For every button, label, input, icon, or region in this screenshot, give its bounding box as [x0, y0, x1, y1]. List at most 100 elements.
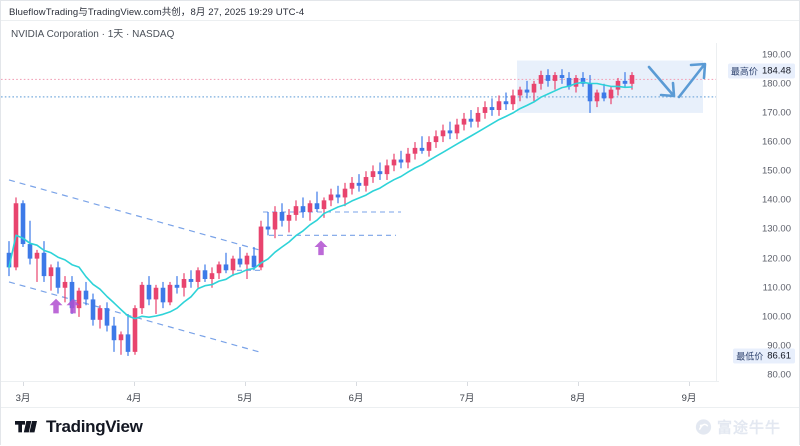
candle-body	[300, 206, 306, 212]
candle-body	[83, 290, 89, 300]
candle-body	[55, 267, 61, 288]
candle-body	[69, 281, 75, 309]
candle-body	[412, 147, 418, 154]
time-tick-mark	[134, 382, 135, 386]
candle-body	[20, 203, 26, 245]
candle-body	[608, 89, 614, 99]
candle-body	[90, 299, 96, 320]
candle-body	[517, 89, 523, 96]
candle-body	[279, 212, 285, 221]
candle-body	[601, 92, 607, 99]
time-tick: 8月	[570, 393, 586, 404]
candle-body	[286, 214, 292, 221]
chart-plot-area[interactable]	[1, 43, 719, 381]
time-tick-mark	[23, 382, 24, 386]
price-tick: 150.00	[761, 165, 791, 177]
candle-body	[188, 279, 194, 282]
price-tick: 130.00	[761, 223, 791, 235]
tradingview-logo-text: TradingView	[46, 417, 143, 436]
candle-body	[76, 290, 82, 309]
candle-body	[104, 308, 110, 326]
attribution-bar: BlueflowTrading与TradingView.com共创，8月 27,…	[1, 1, 799, 21]
candle-body	[314, 203, 320, 210]
futu-watermark: 富途牛牛	[695, 417, 781, 438]
price-axis[interactable]: 190.00 180.00 170.00 160.00 150.00 140.00 130.…	[716, 43, 799, 381]
candle-body	[629, 75, 635, 84]
forecast-arrows	[647, 62, 707, 99]
price-tick: 190.00	[761, 49, 791, 61]
price-tick: 140.00	[761, 194, 791, 206]
candle-body	[34, 252, 40, 259]
candle-body	[27, 244, 33, 259]
candle-body	[342, 188, 348, 198]
candle-body	[223, 264, 229, 271]
time-tick-mark	[356, 382, 357, 386]
candle-body	[6, 252, 12, 268]
futu-watermark-text: 富途牛牛	[716, 419, 781, 437]
time-tick-mark	[578, 382, 579, 386]
candle-body	[538, 75, 544, 84]
time-tick-mark	[245, 382, 246, 386]
price-badge-high[interactable]: 最高价 184.48	[727, 63, 795, 79]
candle-body	[62, 281, 68, 288]
buy-marker-2[interactable]	[66, 298, 80, 314]
up-arrow-shaft	[677, 63, 706, 99]
time-tick: 6月	[348, 393, 364, 404]
time-axis[interactable]: 3月 4月 5月 6月 7月 8月 9月	[1, 381, 719, 408]
up-arrow-head	[689, 62, 707, 80]
candle-body	[433, 136, 439, 143]
candle-body	[195, 270, 201, 282]
candle-body	[384, 165, 390, 175]
candle-body	[216, 264, 222, 274]
buy-marker-3[interactable]	[314, 240, 328, 256]
candle-body	[545, 75, 551, 81]
candle-series	[6, 69, 635, 356]
candle-body	[566, 77, 572, 87]
buy-marker-glyph	[314, 240, 328, 256]
candle-body	[391, 159, 397, 166]
time-tick: 3月	[15, 393, 31, 404]
price-tick: 120.00	[761, 253, 791, 265]
futu-circle-icon	[695, 419, 712, 435]
buy-marker-glyph	[66, 298, 80, 314]
candle-body	[377, 171, 383, 175]
candle-body	[209, 273, 215, 280]
candle-body	[293, 206, 299, 215]
candle-body	[496, 101, 502, 111]
candle-body	[244, 255, 250, 265]
buy-marker-glyph	[49, 298, 63, 314]
candle-body	[594, 92, 600, 102]
candle-body	[552, 75, 558, 81]
symbol-legend[interactable]: NVIDIA Corporation · 1天 · NASDAQ	[11, 28, 175, 40]
candle-body	[405, 153, 411, 163]
price-badge-low[interactable]: 最低价 86.61	[733, 348, 795, 364]
candle-body	[370, 171, 376, 178]
price-tick: 110.00	[762, 282, 791, 294]
tradingview-logo[interactable]: TradingView	[15, 417, 143, 437]
price-tick: 100.00	[761, 311, 791, 323]
price-tick: 170.00	[761, 107, 791, 119]
candle-body	[202, 270, 208, 280]
candle-body	[440, 130, 446, 137]
time-tick-mark	[467, 382, 468, 386]
buy-marker-1[interactable]	[49, 298, 63, 314]
candlestick-chart	[1, 60, 719, 356]
candle-body	[349, 182, 355, 189]
candle-body	[531, 83, 537, 93]
footer-bar: TradingView 富途牛牛	[1, 407, 799, 446]
tradingview-logo-icon	[15, 421, 37, 433]
candle-body	[153, 287, 159, 300]
price-tick: 80.00	[767, 369, 791, 381]
candle-body	[181, 279, 187, 288]
candle-body	[363, 177, 369, 186]
symbol-bar: NVIDIA Corporation · 1天 · NASDAQ	[1, 21, 799, 43]
candle-body	[475, 112, 481, 122]
candle-body	[489, 107, 495, 111]
candle-body	[356, 182, 362, 186]
candle-body	[160, 287, 166, 303]
candle-body	[41, 252, 47, 277]
down-arrow-shaft	[647, 65, 675, 97]
candle-body	[118, 334, 124, 341]
channel-trendline-1	[8, 179, 260, 251]
candle-body	[419, 147, 425, 151]
